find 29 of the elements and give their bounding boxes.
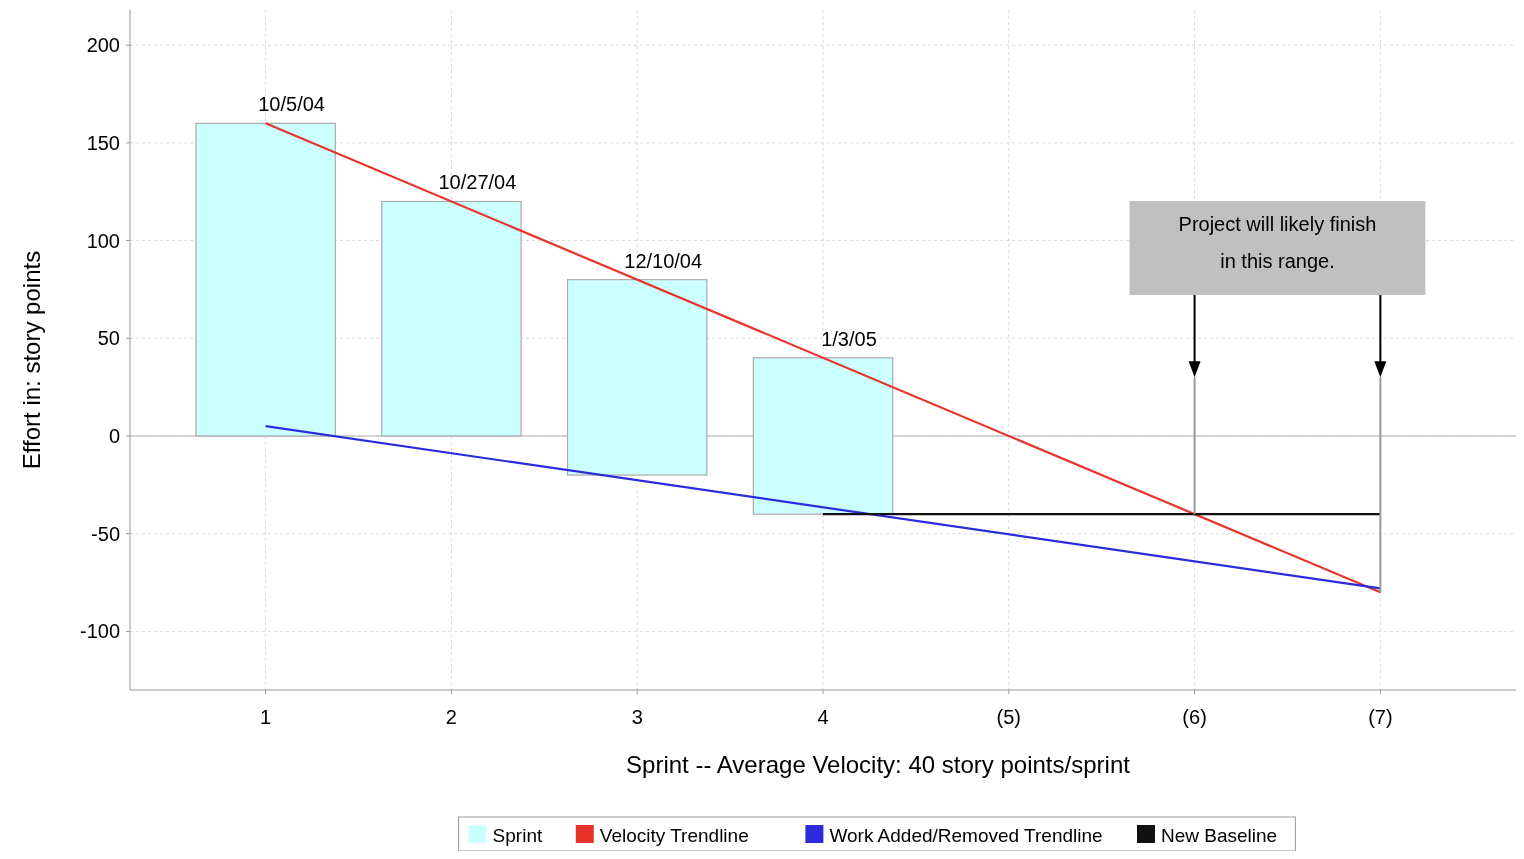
x-tick-label: (6) xyxy=(1182,706,1207,728)
x-axis-title: Sprint -- Average Velocity: 40 story points/sprint xyxy=(626,751,1131,778)
y-tick-label: 50 xyxy=(97,327,120,350)
y-axis-title: Effort in: story points xyxy=(18,250,45,470)
annotation: 12/10/04 xyxy=(624,249,703,272)
bar xyxy=(195,122,336,437)
annotation: 10/5/04 xyxy=(258,93,325,116)
x-tick-label: 2 xyxy=(445,706,457,728)
legend-label: Sprint xyxy=(492,825,543,846)
bar xyxy=(566,279,708,476)
y-tick-label: -100 xyxy=(79,620,120,643)
x-tick-label: 3 xyxy=(631,706,643,728)
x-tick-label: 1 xyxy=(260,706,272,728)
bar xyxy=(752,357,894,515)
y-tick-label: 200 xyxy=(86,34,120,57)
y-tick-label: 0 xyxy=(108,424,120,447)
y-tick-label: -50 xyxy=(91,522,120,545)
x-tick-label: (5) xyxy=(996,706,1022,728)
legend-label: New Baseline xyxy=(1161,825,1278,846)
legend-label: Velocity Trendline xyxy=(599,825,749,846)
legend-label: Work Added/Removed Trendline xyxy=(829,825,1103,846)
x-tick-label: (7) xyxy=(1368,706,1393,728)
x-tick-label: 4 xyxy=(817,706,829,728)
y-tick-label: 150 xyxy=(86,131,120,154)
bar xyxy=(381,200,522,437)
annotation: 1/3/05 xyxy=(821,327,877,350)
annotation: Project will likely finish in this range. xyxy=(1178,213,1377,272)
y-tick-label: 100 xyxy=(86,229,120,252)
annotation: 10/27/04 xyxy=(438,171,517,194)
